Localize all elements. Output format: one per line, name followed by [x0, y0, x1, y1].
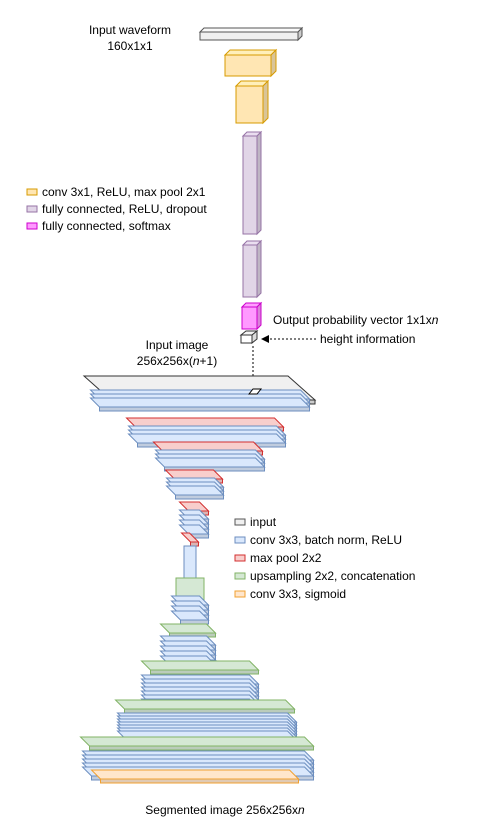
- conv1d-block-1: [223, 48, 278, 78]
- bottom-legend-item-swatch: [234, 554, 246, 562]
- conv-bn-layer: [170, 610, 210, 625]
- top-legend-item-label: conv 3x1, ReLU, max pool 2x1: [42, 185, 206, 199]
- top-legend-item-swatch: [26, 222, 38, 230]
- bottom-legend-item-label: input: [250, 515, 277, 529]
- input-image-label: Input image: [146, 338, 209, 352]
- bottom-legend-item-label: conv 3x3, sigmoid: [250, 587, 346, 601]
- bottom-legend-item-label: max pool 2x2: [250, 551, 322, 565]
- input-waveform-label: Input waveform: [89, 23, 171, 37]
- bottom-legend-item-label: conv 3x3, batch norm, ReLU: [250, 533, 402, 547]
- top-network: Input waveform 160x1x1 conv 3x1, ReLU, m…: [26, 23, 439, 385]
- bottom-legend-item-swatch: [234, 518, 246, 526]
- conv-bn-layer: [154, 457, 266, 472]
- top-legend-item-label: fully connected, ReLU, dropout: [42, 202, 207, 216]
- conv-bn-layer: [165, 485, 225, 500]
- top-legend-item-label: fully connected, softmax: [42, 219, 171, 233]
- height-info-marker: [247, 388, 263, 395]
- top-legend-item-swatch: [26, 188, 38, 196]
- height-info-block: [240, 334, 253, 344]
- upsample-layer: [79, 736, 315, 751]
- top-legend-item-swatch: [26, 205, 38, 213]
- segmented-image-label: Segmented image 256x256xn: [145, 803, 305, 817]
- conv-bn-layer: [89, 397, 311, 412]
- bottom-network: Input image 256x256x(n+1) input conv 3x3,…: [79, 338, 415, 817]
- fc-relu-block-1: [241, 130, 263, 236]
- fc-softmax-block: [240, 301, 263, 331]
- conv-bn-layer: [178, 524, 210, 539]
- unet-layers: [79, 375, 317, 784]
- height-information-connector: [239, 329, 316, 385]
- height-information-label: height information: [320, 332, 415, 346]
- top-legend: conv 3x1, ReLU, max pool 2x1 fully connec…: [26, 185, 207, 233]
- conv1d-block-2: [234, 79, 270, 125]
- bottom-legend-item-swatch: [234, 572, 246, 580]
- fc-relu-block-2: [241, 239, 263, 299]
- bottom-legend-item-swatch: [234, 536, 246, 544]
- input-image-dims: 256x256x(n+1): [137, 354, 217, 368]
- upsample-layer: [159, 623, 217, 638]
- bottom-legend-item-label: upsampling 2x2, concatenation: [250, 569, 415, 583]
- output-probability-label: Output probability vector 1x1xn: [273, 313, 439, 327]
- input-waveform-block: [198, 26, 304, 42]
- top-network-layers: [198, 26, 304, 331]
- bottom-legend-item-swatch: [234, 590, 246, 598]
- sigmoid-output-layer: [90, 769, 300, 784]
- bottom-legend: input conv 3x3, batch norm, ReLU max pool …: [234, 515, 415, 601]
- upsample-layer: [140, 660, 260, 675]
- upsample-layer: [114, 699, 296, 714]
- bottleneck-conv: [183, 545, 197, 583]
- input-waveform-dims: 160x1x1: [107, 39, 153, 53]
